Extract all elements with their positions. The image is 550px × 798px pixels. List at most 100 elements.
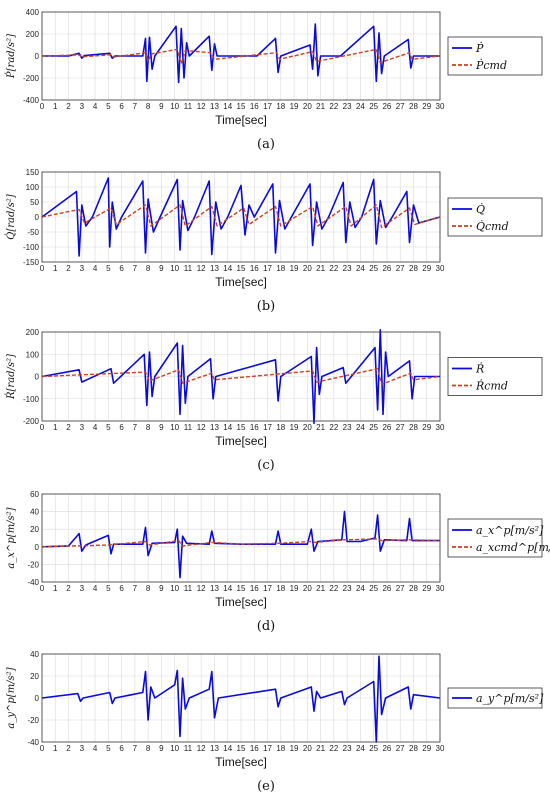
x-tick-label: 9: [159, 744, 164, 753]
x-tick-label: 2: [66, 264, 71, 273]
x-tick-label: 13: [210, 264, 219, 273]
x-tick-label: 26: [382, 102, 391, 111]
x-tick-label: 29: [422, 584, 431, 593]
x-tick-label: 27: [396, 264, 405, 273]
x-tick-label: 23: [343, 423, 352, 432]
y-tick-label: 0: [35, 373, 40, 382]
y-tick-label: 0: [35, 543, 40, 552]
legend-box: [447, 518, 543, 558]
x-tick-label: 13: [210, 423, 219, 432]
y-tick-label: -40: [27, 578, 39, 587]
x-tick-label: 10: [170, 264, 179, 273]
x-tick-label: 17: [263, 264, 272, 273]
x-tick-label: 11: [184, 264, 193, 273]
panel-caption: (c): [257, 458, 274, 473]
y-tick-label: 50: [30, 198, 39, 207]
x-tick-label: 13: [210, 102, 219, 111]
x-tick-label: 30: [436, 423, 445, 432]
y-tick-label: -200: [23, 417, 40, 426]
x-tick-label: 2: [66, 744, 71, 753]
panel-caption: (d): [257, 619, 275, 634]
y-tick-label: -100: [23, 243, 40, 252]
x-tick-label: 4: [93, 584, 98, 593]
x-tick-label: 5: [106, 584, 111, 593]
x-tick-label: 24: [356, 102, 365, 111]
x-tick-label: 1: [53, 423, 58, 432]
x-tick-label: 10: [170, 744, 179, 753]
legend-entry: Ṙcmd: [475, 379, 508, 393]
y-tick-label: 0: [35, 213, 40, 222]
series-line-command: [41, 48, 441, 65]
x-tick-label: 14: [223, 264, 232, 273]
x-tick-label: 15: [237, 744, 246, 753]
x-tick-label: 9: [159, 102, 164, 111]
x-tick-label: 16: [250, 744, 259, 753]
y-axis-label: a_x^p[m/s²]: [6, 507, 17, 568]
x-tick-label: 23: [343, 102, 352, 111]
x-tick-label: 19: [290, 264, 299, 273]
x-tick-label: 16: [250, 584, 259, 593]
x-tick-label: 18: [276, 264, 285, 273]
x-tick-label: 29: [422, 264, 431, 273]
x-tick-label: 30: [436, 744, 445, 753]
legend-box: [447, 687, 543, 709]
legend-entry: a_x^p[m/s²]: [476, 524, 544, 537]
x-tick-label: 7: [133, 744, 138, 753]
x-tick-label: 0: [40, 423, 45, 432]
x-tick-label: 8: [146, 584, 151, 593]
x-tick-label: 23: [343, 264, 352, 273]
x-tick-label: 13: [210, 584, 219, 593]
axes-frame: [41, 11, 441, 101]
y-tick-label: -400: [23, 96, 40, 105]
y-tick-label: -40: [27, 738, 39, 747]
x-tick-label: 26: [382, 264, 391, 273]
axes-frame: [41, 331, 441, 422]
x-tick-label: 10: [170, 584, 179, 593]
x-tick-label: 28: [409, 584, 418, 593]
x-tick-label: 26: [382, 584, 391, 593]
y-tick-label: 200: [26, 30, 40, 39]
y-tick-label: -20: [27, 560, 39, 569]
series-line-measured: [41, 328, 440, 425]
legend: a_x^p[m/s²] a_xcmd^p[m/s²]: [447, 518, 550, 558]
x-tick-label: 9: [159, 264, 164, 273]
legend: Ṗ Ṗcmd: [447, 36, 543, 76]
x-axis-label: Time[sec]: [215, 595, 267, 609]
x-tick-label: 0: [40, 584, 45, 593]
panel-caption: (a): [257, 137, 275, 152]
y-tick-label: 40: [30, 508, 39, 517]
x-tick-label: 11: [184, 744, 193, 753]
x-tick-label: 28: [409, 264, 418, 273]
x-tick-label: 27: [396, 584, 405, 593]
axes-frame: [41, 493, 441, 583]
x-tick-label: 16: [250, 264, 259, 273]
x-tick-label: 28: [409, 102, 418, 111]
x-tick-label: 1: [53, 744, 58, 753]
x-tick-label: 18: [276, 102, 285, 111]
x-tick-label: 24: [356, 744, 365, 753]
x-tick-label: 22: [329, 264, 338, 273]
series-line-measured: [41, 655, 441, 743]
legend-entry: Ṗcmd: [475, 58, 507, 72]
x-tick-label: 20: [303, 264, 312, 273]
x-tick-label: 18: [276, 423, 285, 432]
x-tick-label: 1: [53, 584, 58, 593]
x-tick-label: 24: [356, 423, 365, 432]
x-tick-label: 2: [66, 584, 71, 593]
x-tick-label: 7: [133, 423, 138, 432]
y-tick-label: -20: [27, 716, 39, 725]
x-tick-label: 14: [223, 102, 232, 111]
x-tick-label: 26: [382, 744, 391, 753]
x-tick-label: 14: [223, 423, 232, 432]
x-tick-label: 30: [436, 264, 445, 273]
chart-d: 0 1 2 3 4 5 6 7 8 9 10 11 12 13 14 15 16 17 18 19 20 21 22 23 24…: [6, 490, 550, 634]
x-tick-label: 14: [223, 744, 232, 753]
x-tick-label: 29: [422, 423, 431, 432]
x-tick-label: 7: [133, 584, 138, 593]
x-tick-label: 15: [237, 264, 246, 273]
chart-a: 0 1 2 3 4 5 6 7 8 9 10 11 12 13 14 15 16 17 18 19 20 21 22 23 24…: [5, 8, 543, 152]
x-tick-label: 10: [170, 423, 179, 432]
x-tick-label: 11: [184, 584, 193, 593]
x-tick-label: 19: [290, 102, 299, 111]
